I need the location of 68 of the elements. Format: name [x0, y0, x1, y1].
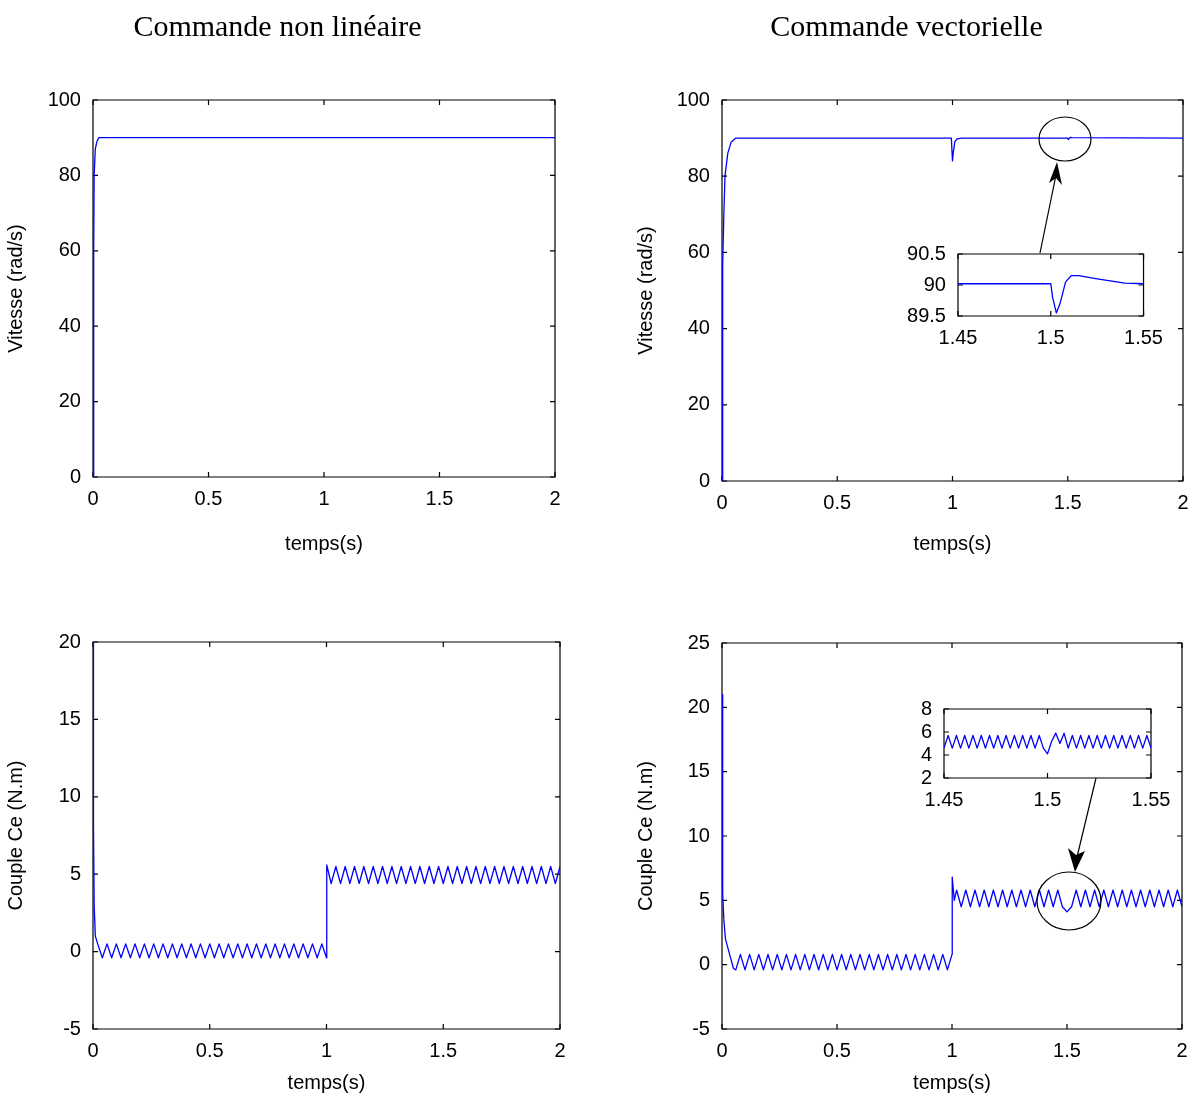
y-tick-label: 10 [687, 823, 710, 846]
x-tick-label: 0 [87, 1038, 99, 1061]
y-tick-label: 0 [698, 468, 710, 491]
x-tick-label: 2 [549, 486, 561, 509]
x-tick-label: 0.5 [823, 490, 852, 513]
chart-title: Commande non linéaire [133, 8, 422, 42]
x-tick-label: 0 [716, 490, 728, 513]
y-tick-label: 20 [58, 389, 81, 412]
y-tick-label: 60 [58, 238, 81, 261]
x-axis-title: temps(s) [913, 1070, 991, 1093]
x-tick-label: 1 [946, 490, 959, 513]
y-axis-title: Couple Ce (N.m) [633, 760, 656, 912]
x-tick-label: 1.55 [1131, 787, 1171, 810]
y-tick-label: 100 [676, 87, 710, 110]
y-tick-label: 40 [58, 313, 81, 336]
y-tick-label: 25 [687, 630, 710, 653]
x-tick-label: 2 [1176, 1038, 1188, 1061]
y-tick-label: 80 [687, 163, 710, 186]
x-tick-label: 1 [320, 1038, 333, 1061]
y-tick-label: 90 [923, 272, 946, 295]
x-tick-label: 1.5 [425, 486, 454, 509]
x-axis-title: temps(s) [287, 1070, 366, 1093]
y-tick-label: 5 [69, 861, 81, 884]
y-tick-label: 20 [687, 694, 710, 717]
y-tick-label: -5 [63, 1016, 81, 1039]
y-tick-label: 2 [920, 765, 932, 788]
y-tick-label: 0 [698, 952, 710, 975]
y-tick-label: 6 [920, 719, 932, 742]
x-tick-label: 0 [716, 1038, 728, 1061]
x-tick-label: 1.5 [1053, 1038, 1081, 1061]
x-axis-title: temps(s) [285, 531, 363, 554]
x-tick-label: 0 [87, 486, 99, 509]
x-tick-label: 1.45 [924, 787, 964, 810]
x-tick-label: 0.5 [823, 1038, 851, 1061]
x-tick-label: 2 [554, 1038, 566, 1061]
y-tick-label: -5 [692, 1016, 710, 1039]
y-tick-label: 5 [698, 887, 710, 910]
y-tick-label: 0 [69, 939, 81, 962]
chart-title: Commande vectorielle [770, 8, 1043, 42]
y-tick-label: 20 [687, 392, 710, 415]
y-tick-label: 89.5 [907, 303, 946, 326]
y-axis-title: Vitesse (rad/s) [3, 224, 26, 353]
y-tick-label: 80 [58, 162, 81, 185]
y-tick-label: 0 [69, 464, 81, 487]
x-tick-label: 1.5 [429, 1038, 458, 1061]
x-tick-label: 0.5 [195, 1038, 224, 1061]
x-tick-label: 0.5 [194, 486, 223, 509]
x-tick-label: 2 [1177, 490, 1189, 513]
x-axis-title: temps(s) [913, 531, 992, 554]
x-tick-label: 1.5 [1053, 490, 1082, 513]
y-tick-label: 40 [687, 316, 710, 339]
y-axis-title: Vitesse (rad/s) [633, 226, 656, 355]
y-tick-label: 90.5 [907, 241, 946, 264]
y-tick-label: 20 [58, 629, 81, 652]
x-tick-label: 1.5 [1033, 787, 1062, 810]
x-tick-label: 1 [318, 486, 330, 509]
y-tick-label: 8 [920, 696, 932, 719]
y-axis-title: Couple Ce (N.m) [3, 760, 26, 911]
y-tick-label: 4 [920, 742, 932, 765]
y-tick-label: 100 [47, 87, 81, 110]
x-tick-label: 1.55 [1124, 325, 1164, 348]
x-tick-label: 1 [946, 1038, 958, 1061]
y-tick-label: 60 [687, 239, 710, 262]
x-tick-label: 1.5 [1036, 325, 1065, 348]
y-tick-label: 15 [58, 706, 81, 729]
y-tick-label: 15 [687, 759, 710, 782]
x-tick-label: 1.45 [938, 325, 978, 348]
y-tick-label: 10 [58, 784, 81, 807]
